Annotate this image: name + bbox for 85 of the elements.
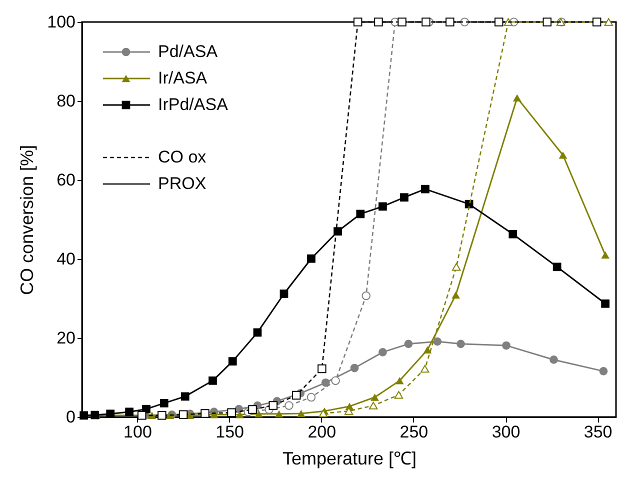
- point: [599, 367, 608, 376]
- point: [452, 263, 461, 271]
- legend-label: IrPd/ASA: [158, 95, 229, 114]
- x-tick-label: 300: [492, 422, 520, 442]
- annotation: CO ox: [158, 148, 207, 166]
- point: [356, 210, 365, 218]
- point: [274, 410, 284, 418]
- point: [395, 377, 404, 384]
- point: [558, 151, 568, 159]
- point: [321, 378, 330, 387]
- point: [378, 202, 387, 211]
- point: [178, 410, 188, 420]
- x-tick-label: 100: [124, 422, 152, 442]
- point: [604, 18, 614, 26]
- point: [368, 402, 378, 410]
- point: [280, 290, 288, 298]
- annotation: PROX: [158, 174, 206, 193]
- point: [404, 340, 413, 348]
- legend-label: Pd/ASA: [158, 42, 218, 61]
- y-tick-label: 20: [56, 328, 76, 348]
- point: [253, 328, 262, 337]
- point: [228, 357, 237, 366]
- x-tick-label: 150: [216, 422, 244, 442]
- point: [200, 409, 210, 418]
- point: [504, 18, 513, 26]
- point: [508, 230, 518, 238]
- x-tick-label: 250: [400, 422, 428, 442]
- y-tick-label: 80: [56, 92, 76, 110]
- point: [306, 392, 316, 402]
- point: [494, 18, 504, 26]
- point: [433, 337, 442, 346]
- point: [350, 364, 359, 372]
- point: [227, 408, 236, 418]
- point: [550, 356, 558, 364]
- point: [370, 394, 379, 401]
- point: [362, 291, 370, 300]
- y-axis-title: CO conversion [%]: [17, 144, 38, 296]
- y-tick-label: 40: [56, 250, 76, 268]
- point: [542, 18, 552, 26]
- point: [254, 410, 263, 418]
- point: [292, 390, 301, 400]
- point: [106, 410, 115, 418]
- point: [552, 262, 562, 272]
- point: [378, 348, 387, 356]
- point: [331, 376, 340, 386]
- point: [601, 299, 610, 308]
- point: [423, 346, 432, 354]
- x-tick-label: 350: [584, 422, 612, 442]
- point: [137, 411, 146, 420]
- point: [318, 364, 326, 374]
- point: [307, 254, 316, 263]
- point: [296, 410, 306, 418]
- point: [456, 340, 465, 348]
- point: [160, 398, 168, 408]
- point: [268, 401, 278, 410]
- point: [318, 410, 328, 418]
- point: [374, 18, 383, 26]
- point: [421, 184, 430, 194]
- x-axis-title: Temperature [℃]: [282, 448, 417, 468]
- point: [248, 405, 257, 414]
- point: [236, 411, 244, 418]
- point: [601, 251, 610, 259]
- y-tick-label: 100: [47, 12, 76, 32]
- point: [502, 341, 510, 350]
- point: [394, 391, 404, 399]
- point: [208, 376, 217, 385]
- point: [284, 401, 294, 410]
- point: [592, 18, 602, 26]
- point: [125, 408, 134, 416]
- point: [353, 18, 362, 26]
- point: [422, 18, 430, 26]
- point: [420, 364, 430, 373]
- point: [452, 291, 460, 299]
- point: [446, 18, 454, 26]
- point: [158, 411, 166, 420]
- legend-label: Ir/ASA: [158, 68, 208, 88]
- point: [334, 227, 342, 236]
- y-tick-label: 0: [66, 408, 76, 426]
- point: [400, 193, 408, 202]
- point: [180, 392, 190, 401]
- point: [80, 411, 88, 420]
- point: [512, 94, 522, 102]
- x-tick-label: 200: [308, 422, 336, 442]
- point: [398, 18, 406, 26]
- y-tick-label: 60: [56, 170, 76, 190]
